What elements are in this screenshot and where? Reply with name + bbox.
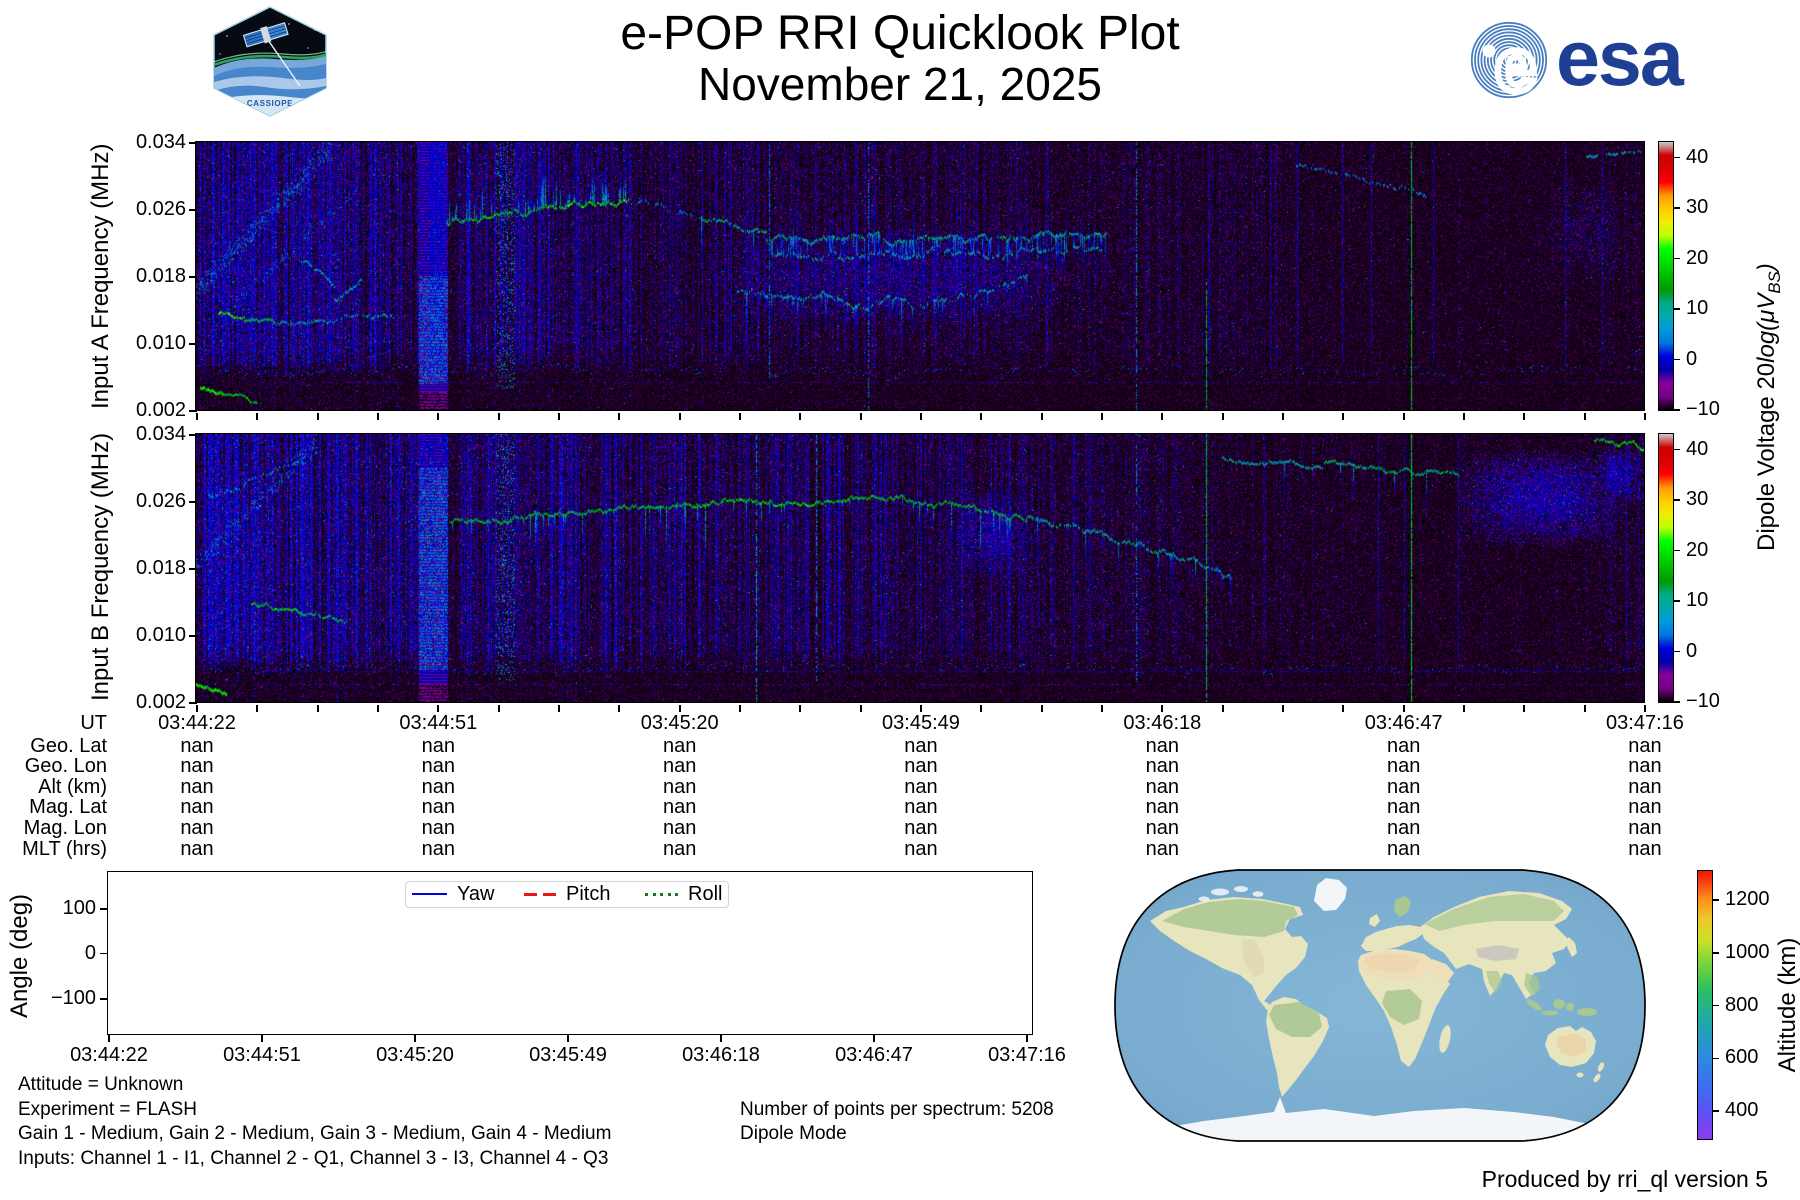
svg-text:esa: esa — [1556, 14, 1685, 102]
svg-text:e: e — [1495, 24, 1536, 107]
svg-text:CASSIOPE: CASSIOPE — [247, 99, 293, 108]
